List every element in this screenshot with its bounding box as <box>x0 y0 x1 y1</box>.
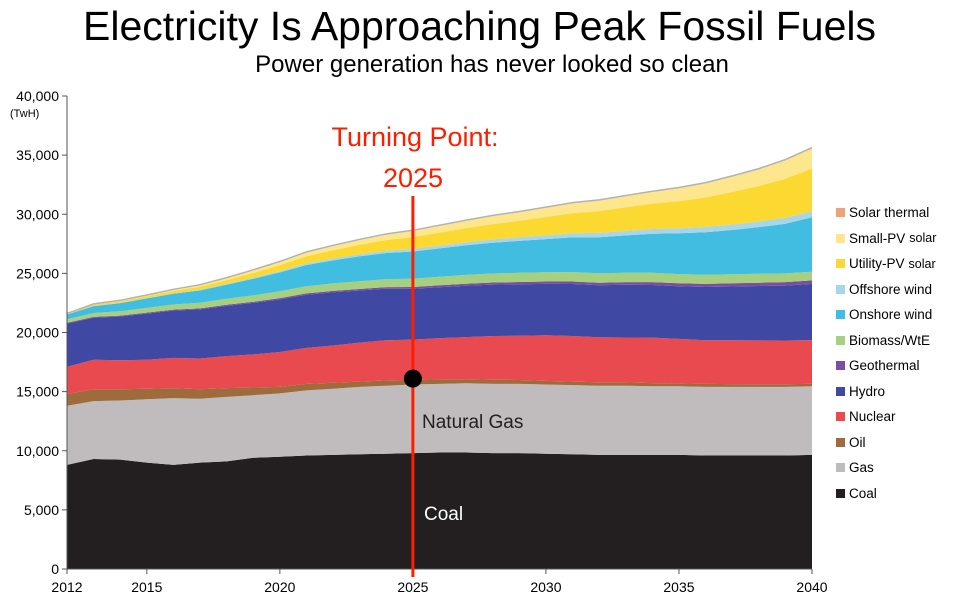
legend-item: Gas <box>836 455 936 481</box>
y-tick-label: 30,000 <box>16 206 59 222</box>
legend-swatch <box>836 284 845 294</box>
area-biomass-wte <box>67 271 812 323</box>
legend-label: Hydro <box>849 383 886 399</box>
legend-swatch <box>836 488 845 498</box>
legend-swatch <box>836 208 845 218</box>
legend-label: Coal <box>849 485 877 501</box>
legend-label: Utility-PV <box>849 256 905 272</box>
legend-label: Oil <box>849 434 866 450</box>
area-coal <box>67 452 812 569</box>
legend-item: Nuclear <box>836 404 936 430</box>
x-tick-label: 2035 <box>663 579 694 595</box>
legend-label-suffix: solar <box>908 256 936 271</box>
area-geothermal <box>67 280 812 324</box>
legend-swatch <box>836 463 845 473</box>
y-tick-labels: 0 5,000 10,000 15,000 20,000 25,000 30,000 35,0… <box>16 88 67 577</box>
x-tick-label: 2030 <box>530 579 561 595</box>
area-series <box>66 146 813 569</box>
legend-item: Oil <box>836 430 936 456</box>
legend-item: Hydro <box>836 379 936 405</box>
legend-item: Small-PV solar <box>836 226 936 252</box>
legend-label: Small-PV <box>849 230 906 246</box>
y-tick-label: 15,000 <box>16 384 59 400</box>
x-tick-labels: 2012 2015 2020 2025 2030 2035 2040 <box>51 569 828 595</box>
legend-swatch <box>836 335 845 345</box>
y-tick-label: 0 <box>51 561 59 577</box>
legend-swatch <box>836 386 845 396</box>
y-tick-label: 25,000 <box>16 265 59 281</box>
y-axis-unit-label: (TwH) <box>10 108 39 120</box>
turning-point-label: Turning Point: <box>331 122 498 152</box>
legend-item: Geothermal <box>836 353 936 379</box>
x-tick-label: 2040 <box>796 579 827 595</box>
legend-label-suffix: solar <box>909 231 937 246</box>
chart-subtitle: Power generation has never looked so cle… <box>255 51 729 78</box>
natural-gas-label: Natural Gas <box>422 412 523 433</box>
legend-swatch <box>836 437 845 447</box>
turning-point-year-label: 2025 <box>383 163 443 193</box>
legend-swatch <box>836 412 845 422</box>
legend-item: Utility-PV solar <box>836 251 936 277</box>
area-small-pv-solar <box>67 148 812 314</box>
area-gas <box>67 383 812 465</box>
legend-label: Geothermal <box>849 358 920 374</box>
y-tick-label: 10,000 <box>16 443 59 459</box>
legend-label: Offshore wind <box>849 281 933 297</box>
legend-item: Solar thermal <box>836 200 936 226</box>
legend-swatch <box>836 233 845 243</box>
legend-label: Nuclear <box>849 409 896 425</box>
y-tick-label: 5,000 <box>24 502 59 518</box>
y-tick-label: 35,000 <box>16 147 59 163</box>
coal-label: Coal <box>424 504 463 525</box>
y-tick-label: 20,000 <box>16 325 59 341</box>
area-hydro <box>67 283 812 367</box>
legend-item: Biomass/WtE <box>836 328 936 354</box>
legend-label: Onshore wind <box>849 307 933 323</box>
legend-swatch <box>836 310 845 320</box>
x-tick-label: 2012 <box>51 579 82 595</box>
legend-label: Gas <box>849 460 874 476</box>
legend-swatch <box>836 259 845 269</box>
x-tick-label: 2025 <box>397 579 428 595</box>
area-oil <box>67 379 812 406</box>
x-tick-label: 2015 <box>131 579 162 595</box>
area-nuclear <box>67 335 812 394</box>
area-utility-pv-solar <box>67 168 812 315</box>
x-tick-label: 2020 <box>264 579 295 595</box>
turning-point-marker <box>403 369 422 388</box>
chart-legend: Solar thermal Small-PV solar Utility-PV sola… <box>836 200 936 506</box>
legend-item: Coal <box>836 481 936 507</box>
legend-label: Biomass/WtE <box>849 332 931 348</box>
legend-label: Solar thermal <box>849 205 930 221</box>
legend-item: Offshore wind <box>836 277 936 303</box>
area-onshore-wind <box>67 217 812 320</box>
y-tick-label: 40,000 <box>16 88 59 104</box>
legend-swatch <box>836 361 845 371</box>
total-outline <box>66 146 813 315</box>
chart-title: Electricity Is Approaching Peak Fossil F… <box>83 3 876 49</box>
legend-item: Onshore wind <box>836 302 936 328</box>
